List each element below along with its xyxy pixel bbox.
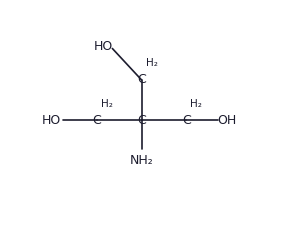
Text: C: C <box>92 114 101 127</box>
Text: C: C <box>182 114 191 127</box>
Text: HO: HO <box>94 40 113 53</box>
Text: H₂: H₂ <box>190 99 202 109</box>
Text: C: C <box>137 114 146 127</box>
Text: HO: HO <box>42 114 61 127</box>
Text: NH₂: NH₂ <box>130 154 153 167</box>
Text: H₂: H₂ <box>145 58 157 68</box>
Text: OH: OH <box>217 114 236 127</box>
Text: H₂: H₂ <box>101 99 113 109</box>
Text: C: C <box>137 73 146 86</box>
